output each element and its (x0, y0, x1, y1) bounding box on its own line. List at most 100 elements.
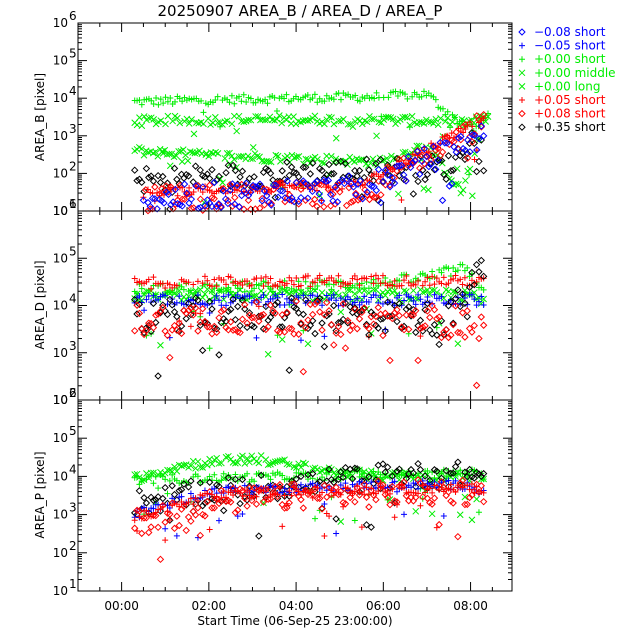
data-point (358, 306, 366, 315)
data-point (323, 292, 330, 299)
data-point (397, 166, 406, 174)
data-point (339, 300, 347, 308)
data-point (466, 486, 473, 493)
data-point (260, 187, 269, 195)
y-tick-exponent: 1 (69, 197, 77, 211)
data-point (406, 121, 414, 129)
data-point (256, 180, 264, 188)
data-point (238, 475, 247, 484)
data-point (480, 302, 487, 309)
data-point (259, 325, 268, 333)
data-point (173, 512, 181, 520)
data-point (355, 491, 364, 499)
data-point (425, 118, 433, 126)
data-point (191, 511, 200, 519)
data-point (326, 513, 333, 520)
data-point (140, 514, 148, 522)
data-point (166, 353, 174, 362)
data-point (365, 166, 373, 174)
data-point (360, 287, 368, 294)
data-point (219, 184, 228, 193)
data-point (186, 148, 194, 156)
data-point (184, 172, 193, 180)
data-point (465, 493, 474, 502)
data-point (148, 97, 155, 104)
data-point (328, 295, 335, 302)
data-point (454, 458, 462, 466)
data-point (428, 510, 436, 518)
data-point (156, 178, 165, 187)
data-point (475, 509, 482, 516)
data-point (347, 296, 354, 303)
data-point (422, 152, 431, 160)
data-point (179, 146, 187, 153)
data-point (247, 188, 255, 196)
data-point (315, 190, 323, 198)
data-point (278, 311, 286, 319)
data-point (479, 321, 488, 329)
data-point (252, 113, 259, 120)
data-point (234, 302, 242, 311)
data-point (444, 114, 452, 122)
data-point (133, 301, 141, 309)
data-point (265, 158, 273, 165)
data-point (401, 113, 409, 121)
data-point (353, 172, 361, 180)
data-point (218, 459, 225, 467)
data-point (201, 512, 209, 520)
data-point (439, 105, 446, 112)
data-point (339, 315, 347, 324)
data-point (196, 321, 204, 330)
data-point (388, 165, 397, 174)
data-point (351, 304, 359, 312)
data-point (136, 474, 143, 481)
data-point (261, 116, 269, 124)
data-point (208, 165, 216, 174)
data-point (451, 302, 460, 310)
data-point (177, 485, 186, 494)
data-point (133, 470, 141, 478)
data-point (184, 157, 192, 165)
data-point (220, 296, 228, 303)
data-point (457, 136, 465, 144)
data-point (148, 194, 157, 203)
data-point (145, 474, 153, 482)
data-point (313, 177, 321, 186)
data-point (316, 494, 324, 503)
data-point (435, 340, 443, 349)
data-point (263, 192, 271, 200)
data-point (398, 282, 405, 289)
data-point (138, 122, 146, 130)
data-point (222, 497, 230, 506)
data-point (461, 299, 469, 307)
data-point (223, 117, 231, 125)
data-point (420, 120, 428, 127)
data-point (337, 295, 344, 302)
data-point (368, 485, 375, 492)
data-point (212, 202, 221, 210)
data-point (436, 138, 444, 147)
data-point (321, 120, 328, 128)
y-tick-exponent: 6 (69, 386, 77, 400)
data-point (362, 493, 371, 501)
data-point (353, 465, 361, 473)
data-point (412, 171, 420, 180)
data-point (443, 139, 451, 147)
data-point (216, 517, 223, 524)
data-point (163, 331, 172, 340)
data-point (470, 130, 479, 138)
data-point (199, 183, 207, 191)
data-point (463, 149, 471, 158)
data-point (348, 321, 357, 330)
y-tick-label: 10 (53, 346, 68, 360)
data-point (437, 115, 444, 122)
data-point (231, 508, 240, 517)
data-point (405, 330, 412, 337)
data-point (308, 490, 317, 499)
data-point (354, 276, 361, 283)
x-tick-label: 08:00 (453, 599, 488, 613)
data-point (360, 304, 368, 312)
data-point (307, 283, 314, 290)
data-point (335, 117, 342, 125)
legend-label: −0.08 short (534, 25, 606, 39)
